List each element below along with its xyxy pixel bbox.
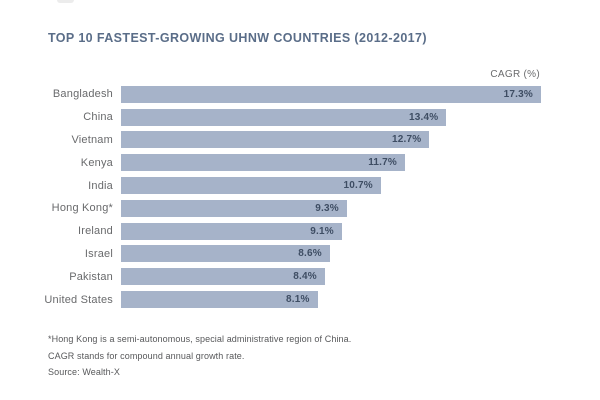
chart-title: TOP 10 FASTEST-GROWING UHNW COUNTRIES (2… <box>48 31 427 45</box>
bar-china: 13.4% <box>121 108 447 126</box>
category-label: Kenya <box>80 156 113 169</box>
category-label: Ireland <box>77 225 113 238</box>
bar-track: 9.1% <box>121 222 342 240</box>
footnote-hong-kong: *Hong Kong is a semi-autonomous, special… <box>48 334 352 344</box>
bar-row: Israel 8.6% <box>0 243 600 266</box>
bar-track: 13.4% <box>121 108 447 126</box>
bar-vietnam: 12.7% <box>121 131 430 149</box>
bar-row: China 13.4% <box>0 106 600 129</box>
bar-rows: Bangladesh 17.3% China 13.4% Vietnam 12.7% Ken… <box>0 83 600 311</box>
category-label: United States <box>44 293 113 306</box>
category-label: Bangladesh <box>52 88 113 101</box>
bar-row: United States 8.1% <box>0 288 600 311</box>
bar-track: 17.3% <box>121 85 541 103</box>
category-label: India <box>88 179 113 192</box>
bar-track: 8.6% <box>121 245 330 263</box>
bar-value-label: 17.3% <box>503 88 533 100</box>
bar-track: 10.7% <box>121 177 381 195</box>
bar-pakistan: 8.4% <box>121 268 325 286</box>
bar-israel: 8.6% <box>121 245 330 263</box>
bar-value-label: 8.6% <box>298 248 322 260</box>
bar-united-states: 8.1% <box>121 291 318 309</box>
bar-india: 10.7% <box>121 177 381 195</box>
cropped-artifact <box>57 0 74 3</box>
footnotes: *Hong Kong is a semi-autonomous, special… <box>48 331 351 381</box>
bar-track: 11.7% <box>121 154 405 172</box>
bar-row: Kenya 11.7% <box>0 151 600 174</box>
bar-value-label: 12.7% <box>391 134 422 146</box>
bar-value-label: 11.7% <box>368 157 397 169</box>
footnote-cagr: CAGR stands for compound annual growth r… <box>48 350 245 361</box>
bar-kenya: 11.7% <box>121 154 405 172</box>
category-label: Vietnam <box>71 133 113 146</box>
bar-hong-kong: 9.3% <box>121 199 347 217</box>
bar-track: 8.4% <box>121 268 325 286</box>
axis-value-header: CAGR (%) <box>490 69 540 80</box>
bar-value-label: 10.7% <box>343 180 373 192</box>
bar-bangladesh: 17.3% <box>121 85 541 103</box>
bar-row: Vietnam 12.7% <box>0 129 600 152</box>
bar-value-label: 9.1% <box>310 225 334 237</box>
category-label: Israel <box>84 247 113 260</box>
bar-track: 8.1% <box>121 291 318 309</box>
bar-row: Hong Kong* 9.3% <box>0 197 600 220</box>
bar-value-label: 8.1% <box>286 294 310 306</box>
footnote-source: Source: Wealth-X <box>48 367 120 377</box>
category-label: Pakistan <box>69 270 113 283</box>
category-label: Hong Kong* <box>51 202 113 215</box>
bar-track: 12.7% <box>121 131 430 149</box>
bar-value-label: 9.3% <box>315 202 339 214</box>
bar-track: 9.3% <box>121 199 347 217</box>
bar-ireland: 9.1% <box>121 222 342 240</box>
bar-row: Pakistan 8.4% <box>0 265 600 288</box>
category-label: China <box>83 111 113 124</box>
bar-value-label: 8.4% <box>293 271 317 283</box>
bar-row: India 10.7% <box>0 174 600 197</box>
bar-value-label: 13.4% <box>408 111 439 123</box>
bar-row: Ireland 9.1% <box>0 220 600 243</box>
bar-row: Bangladesh 17.3% <box>0 83 600 106</box>
